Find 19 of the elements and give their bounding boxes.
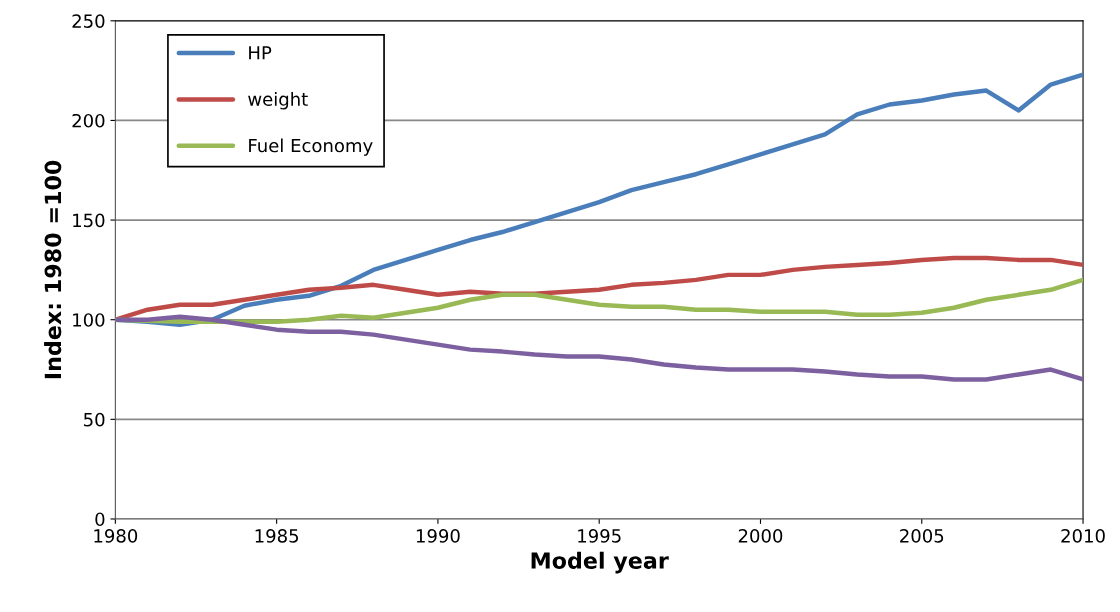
legend-label: Fuel Economy: [249, 138, 373, 156]
y-tick-label: 0: [95, 512, 105, 527]
y-tick-label: 150: [73, 213, 105, 228]
x-tick-label: 2010: [1061, 529, 1105, 543]
y-tick-label: 50: [84, 412, 105, 427]
legend-label: weight: [248, 92, 308, 110]
line-series: [115, 314, 1084, 382]
y-tick-label: 100: [73, 313, 105, 327]
legend-label: HP: [249, 46, 272, 60]
x-tick-label: 2005: [900, 529, 944, 543]
y-tick-label: 250: [72, 14, 105, 28]
x-tick-label: 1995: [578, 529, 621, 543]
x-tick-label: 2000: [738, 529, 783, 543]
y-axis-title: Index: 1980 =100: [44, 160, 62, 379]
y-tick-label: 200: [72, 113, 105, 128]
x-tick-label: 1980: [94, 529, 138, 543]
x-tick-label: 1985: [255, 529, 299, 543]
x-axis-title: Model year: [531, 551, 669, 574]
x-tick-label: 1990: [416, 529, 460, 543]
